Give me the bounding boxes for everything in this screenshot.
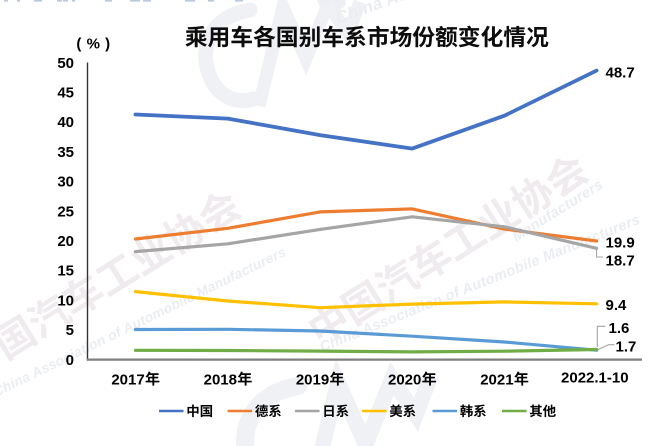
svg-text:50: 50 xyxy=(57,55,74,72)
svg-text:9.4: 9.4 xyxy=(606,297,628,314)
svg-text:2020: 2020 xyxy=(388,371,421,388)
svg-text:40: 40 xyxy=(57,114,74,131)
svg-text:0: 0 xyxy=(66,352,74,369)
svg-text:2022.1-10: 2022.1-10 xyxy=(561,370,629,387)
svg-text:15: 15 xyxy=(57,263,74,280)
svg-text:18.7: 18.7 xyxy=(606,253,635,270)
svg-text:2021: 2021 xyxy=(480,371,513,388)
svg-text:25: 25 xyxy=(57,203,74,220)
svg-text:China Asso: China Asso xyxy=(333,0,430,28)
svg-text:( % ): ( % ) xyxy=(76,35,110,52)
svg-text:45: 45 xyxy=(57,85,74,102)
svg-text:2018: 2018 xyxy=(204,371,237,388)
svg-text:1.6: 1.6 xyxy=(609,320,630,337)
svg-text:1.7: 1.7 xyxy=(616,339,637,356)
svg-text:48.7: 48.7 xyxy=(606,64,635,81)
svg-text:2017: 2017 xyxy=(111,371,144,388)
svg-text:30: 30 xyxy=(57,174,74,191)
svg-text:10: 10 xyxy=(57,292,74,309)
svg-text:2019: 2019 xyxy=(296,371,329,388)
svg-text:19.9: 19.9 xyxy=(606,235,635,252)
svg-text:35: 35 xyxy=(57,144,74,161)
svg-text:20: 20 xyxy=(57,233,74,250)
svg-text:5: 5 xyxy=(66,322,74,339)
